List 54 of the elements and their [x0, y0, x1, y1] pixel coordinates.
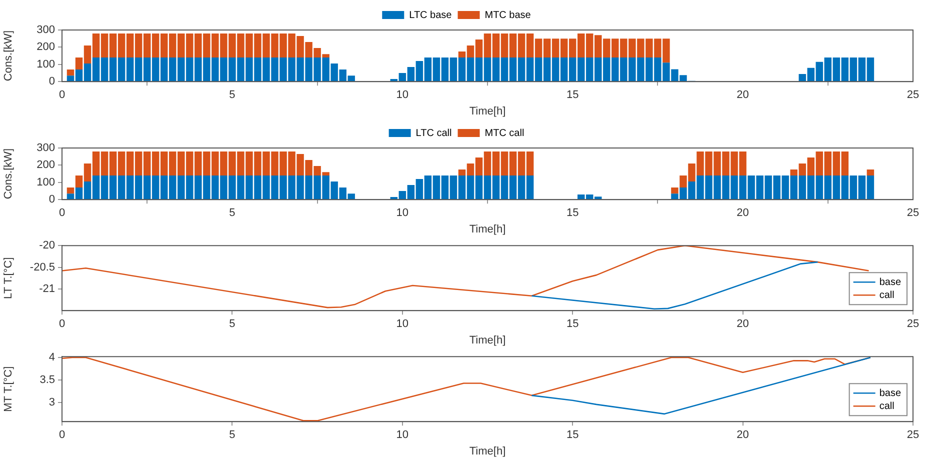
x-tick-label: 10 — [396, 89, 409, 102]
y-tick-label: 100 — [36, 58, 55, 70]
y-tick-label: 200 — [36, 159, 55, 172]
y-axis-title: MT T.[°C] — [2, 366, 15, 412]
y-tick-label: 3 — [48, 396, 55, 409]
x-tick-label: 0 — [58, 89, 66, 102]
y-axis-title: Cons.[kW] — [2, 148, 15, 200]
legend-label: base — [879, 388, 902, 399]
legend-label: MTC base — [484, 10, 532, 21]
y-tick-label: 100 — [36, 176, 55, 188]
y-tick-label: 300 — [36, 142, 55, 154]
y-tick-label: 3.5 — [40, 374, 55, 386]
x-tick-label: 20 — [736, 429, 749, 442]
y-tick-label: -21 — [39, 282, 55, 295]
x-tick-label: 20 — [736, 318, 749, 330]
x-tick-label: 20 — [736, 89, 749, 102]
x-tick-label: 25 — [906, 207, 920, 220]
x-tick-label: 5 — [229, 318, 236, 330]
x-tick-label: 15 — [566, 207, 579, 220]
x-axis-title: Time[h] — [469, 334, 506, 346]
legend-label: LTC call — [416, 128, 452, 139]
y-tick-label: 0 — [48, 76, 55, 88]
x-tick-label: 0 — [58, 207, 66, 220]
x-tick-label: 15 — [566, 318, 579, 330]
y-tick-label: 200 — [36, 41, 55, 54]
x-tick-label: 20 — [736, 207, 749, 220]
x-tick-label: 10 — [396, 429, 409, 442]
y-tick-label: -20 — [39, 240, 55, 252]
legend-label: base — [879, 276, 902, 288]
y-tick-label: -20.5 — [30, 261, 55, 274]
legend-label: call — [879, 400, 894, 412]
x-tick-label: 5 — [229, 207, 236, 220]
x-tick-label: 15 — [566, 89, 579, 102]
x-tick-label: 5 — [229, 89, 236, 102]
y-tick-label: 4 — [48, 352, 55, 364]
y-tick-label: 300 — [36, 24, 55, 36]
x-tick-label: 25 — [906, 318, 920, 330]
y-axis-title: LT T.[°C] — [2, 257, 15, 299]
x-axis-title: Time[h] — [469, 223, 506, 236]
x-tick-label: 10 — [396, 318, 409, 330]
x-tick-label: 15 — [566, 429, 579, 442]
x-tick-label: 5 — [229, 429, 236, 442]
y-axis-title: Cons.[kW] — [2, 30, 15, 82]
x-tick-label: 0 — [58, 318, 66, 330]
x-axis-title: Time[h] — [469, 105, 506, 118]
x-tick-label: 10 — [396, 207, 409, 220]
x-tick-label: 25 — [906, 429, 920, 442]
y-tick-label: 0 — [48, 194, 55, 206]
x-tick-label: 0 — [58, 429, 66, 442]
legend-label: MTC call — [484, 128, 524, 139]
x-tick-label: 25 — [906, 89, 920, 102]
legend-label: LTC base — [409, 10, 452, 21]
legend-label: call — [879, 290, 894, 301]
x-axis-title: Time[h] — [469, 445, 506, 458]
